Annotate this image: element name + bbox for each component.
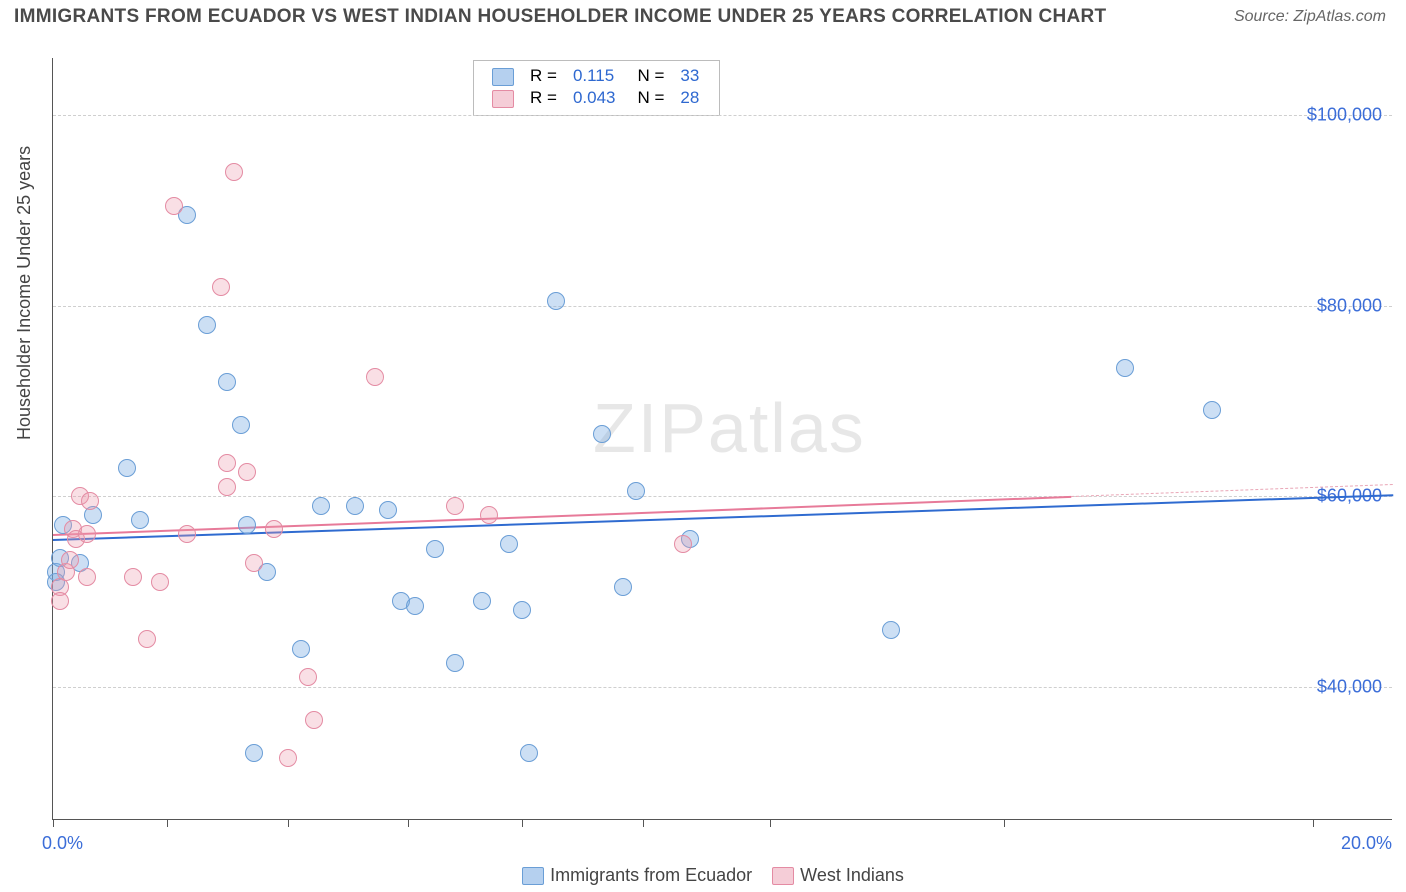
data-point — [406, 597, 424, 615]
gridline — [53, 496, 1392, 497]
plot-area: ZIPatlas R =0.115N =33R =0.043N =28 $40,… — [52, 58, 1392, 820]
data-point — [473, 592, 491, 610]
data-point — [674, 535, 692, 553]
data-point — [178, 525, 196, 543]
trend-line — [53, 496, 1071, 536]
data-point — [78, 525, 96, 543]
data-point — [379, 501, 397, 519]
x-tick — [643, 819, 644, 827]
legend-swatch — [492, 90, 514, 108]
data-point — [1116, 359, 1134, 377]
x-tick — [288, 819, 289, 827]
data-point — [446, 654, 464, 672]
chart-title: IMMIGRANTS FROM ECUADOR VS WEST INDIAN H… — [14, 6, 1106, 28]
legend-swatch — [492, 68, 514, 86]
data-point — [118, 459, 136, 477]
source-text: Source: ZipAtlas.com — [1234, 8, 1386, 26]
data-point — [312, 497, 330, 515]
data-point — [245, 744, 263, 762]
data-point — [292, 640, 310, 658]
data-point — [61, 551, 79, 569]
x-tick — [1004, 819, 1005, 827]
legend-label: Immigrants from Ecuador — [550, 865, 752, 885]
y-tick-label: $100,000 — [1307, 105, 1382, 126]
x-max-label: 20.0% — [1341, 833, 1392, 854]
data-point — [165, 197, 183, 215]
title-bar: IMMIGRANTS FROM ECUADOR VS WEST INDIAN H… — [0, 0, 1406, 38]
legend-label: West Indians — [800, 865, 904, 885]
data-point — [124, 568, 142, 586]
data-point — [232, 416, 250, 434]
y-tick-label: $40,000 — [1317, 676, 1382, 697]
gridline — [53, 115, 1392, 116]
x-tick — [53, 819, 54, 827]
data-point — [446, 497, 464, 515]
data-point — [218, 454, 236, 472]
data-point — [1203, 401, 1221, 419]
data-point — [238, 463, 256, 481]
data-point — [131, 511, 149, 529]
data-point — [265, 520, 283, 538]
data-point — [151, 573, 169, 591]
gridline — [53, 306, 1392, 307]
legend-swatch — [522, 867, 544, 885]
y-tick-label: $80,000 — [1317, 295, 1382, 316]
x-tick — [408, 819, 409, 827]
data-point — [218, 478, 236, 496]
data-point — [614, 578, 632, 596]
data-point — [627, 482, 645, 500]
data-point — [198, 316, 216, 334]
data-point — [245, 554, 263, 572]
x-tick — [770, 819, 771, 827]
data-point — [520, 744, 538, 762]
data-point — [882, 621, 900, 639]
data-point — [138, 630, 156, 648]
data-point — [299, 668, 317, 686]
data-point — [218, 373, 236, 391]
data-point — [212, 278, 230, 296]
y-axis-label: Householder Income Under 25 years — [14, 146, 35, 440]
x-tick — [167, 819, 168, 827]
x-tick — [522, 819, 523, 827]
data-point — [51, 592, 69, 610]
data-point — [81, 492, 99, 510]
data-point — [500, 535, 518, 553]
data-point — [480, 506, 498, 524]
data-point — [225, 163, 243, 181]
gridline — [53, 687, 1392, 688]
correlation-legend: R =0.115N =33R =0.043N =28 — [473, 60, 720, 116]
watermark: ZIPatlas — [593, 388, 866, 468]
data-point — [547, 292, 565, 310]
x-min-label: 0.0% — [42, 833, 83, 854]
trend-line — [53, 494, 1393, 541]
data-point — [426, 540, 444, 558]
data-point — [346, 497, 364, 515]
x-tick — [1313, 819, 1314, 827]
series-legend: Immigrants from Ecuador West Indians — [0, 865, 1406, 886]
data-point — [513, 601, 531, 619]
legend-swatch — [772, 867, 794, 885]
data-point — [593, 425, 611, 443]
data-point — [366, 368, 384, 386]
data-point — [238, 516, 256, 534]
data-point — [305, 711, 323, 729]
data-point — [78, 568, 96, 586]
data-point — [279, 749, 297, 767]
